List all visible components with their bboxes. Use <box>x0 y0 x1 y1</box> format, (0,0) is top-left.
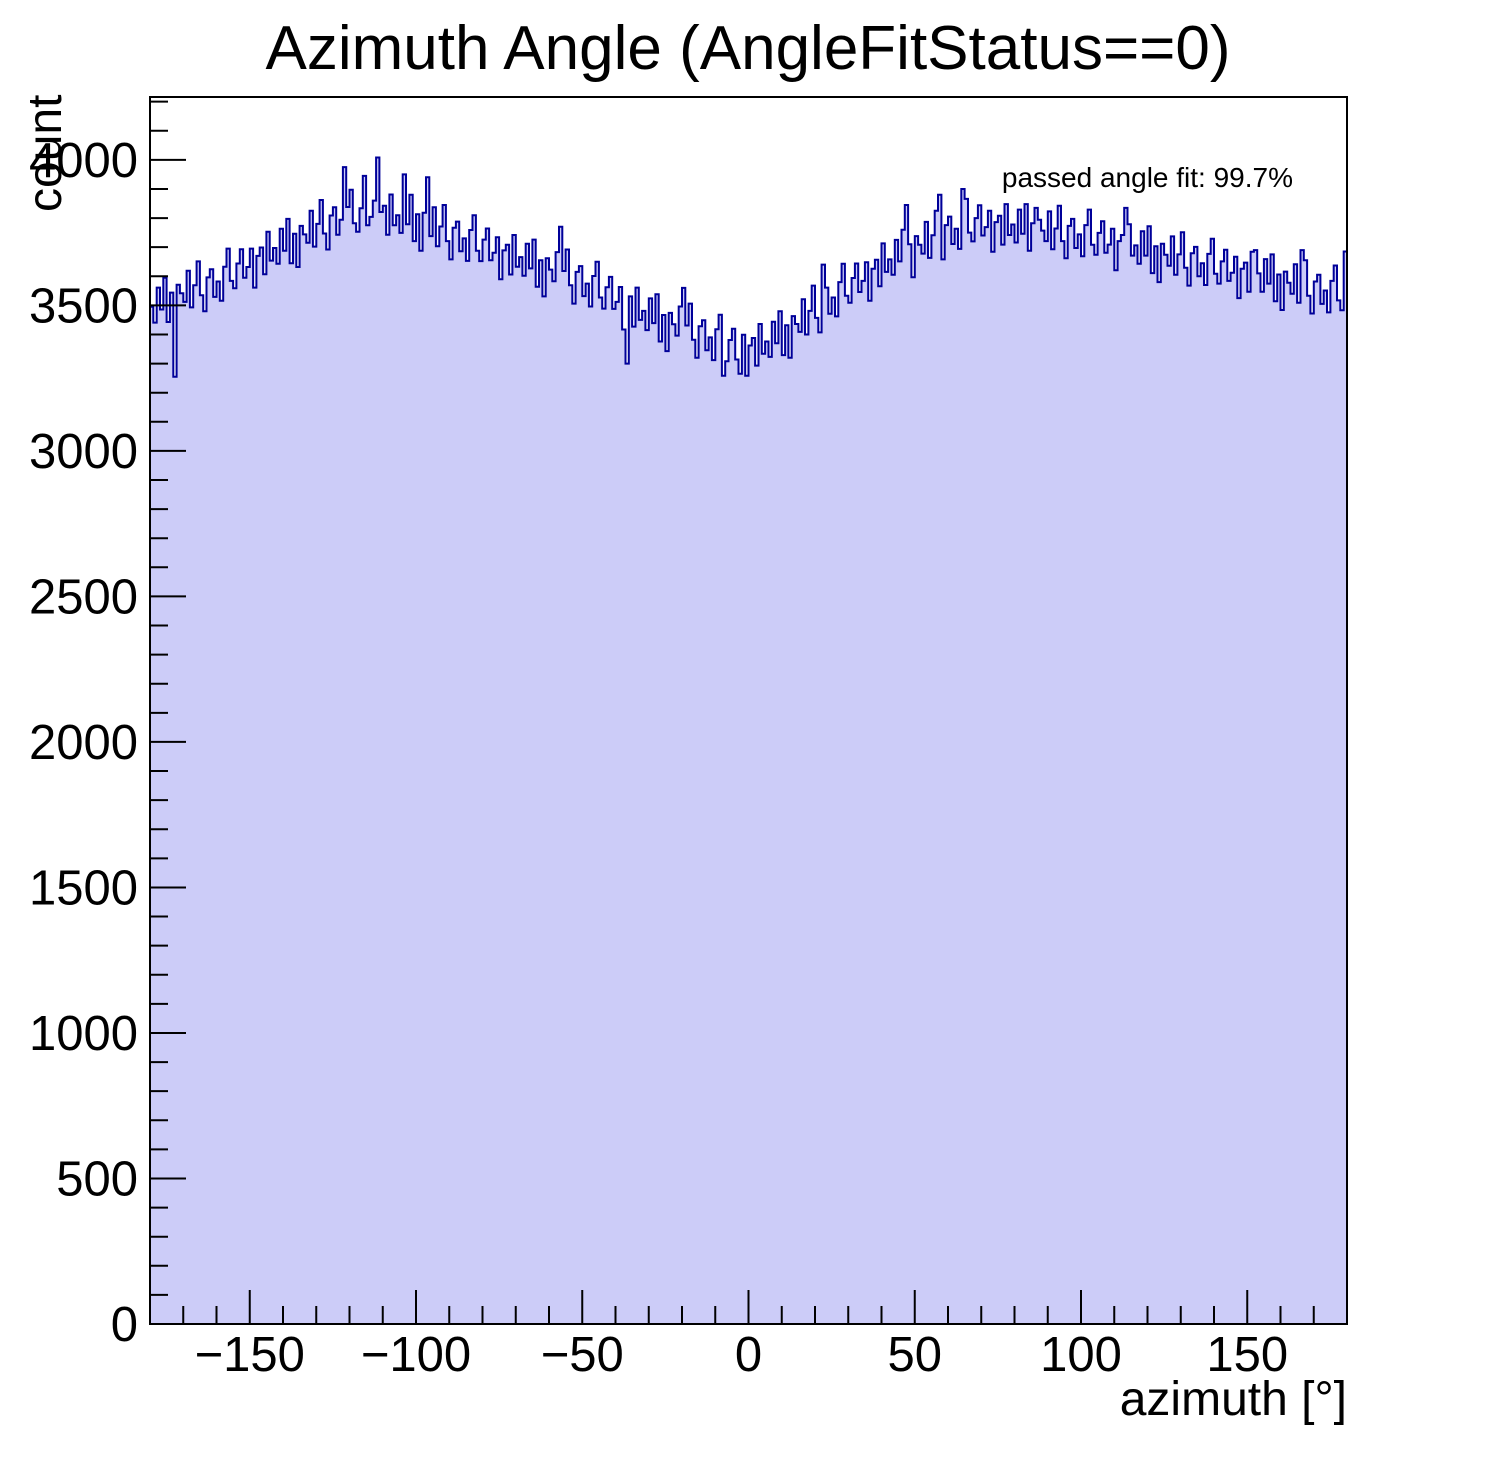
y-tick-label: 3000 <box>29 425 138 479</box>
y-axis-title: count <box>19 94 72 212</box>
annotation-passed-angle-fit: passed angle fit: 99.7% <box>1001 162 1293 193</box>
y-tick-label: 2000 <box>29 716 138 770</box>
y-tick-label: 500 <box>56 1152 138 1206</box>
y-tick-label: 4000 <box>29 134 138 188</box>
histogram-fill <box>150 157 1347 1324</box>
chart-title: Azimuth Angle (AngleFitStatus==0) <box>265 14 1231 83</box>
y-tick-label: 3500 <box>29 279 138 333</box>
x-tick-label: −100 <box>361 1328 471 1382</box>
x-tick-label: 100 <box>1040 1328 1122 1382</box>
y-tick-label: 1000 <box>29 1007 138 1061</box>
histogram-outline <box>149 156 1348 1325</box>
y-tick-label: 0 <box>111 1298 138 1352</box>
x-tick-label: 50 <box>887 1328 942 1382</box>
y-tick-label: 2500 <box>29 570 138 624</box>
x-tick-label: −50 <box>541 1328 624 1382</box>
y-tick-label: 1500 <box>29 861 138 915</box>
x-tick-label: 150 <box>1206 1328 1288 1382</box>
x-tick-label: −150 <box>195 1328 305 1382</box>
x-axis-title: azimuth [°] <box>1119 1373 1347 1426</box>
x-tick-label: 0 <box>735 1328 762 1382</box>
